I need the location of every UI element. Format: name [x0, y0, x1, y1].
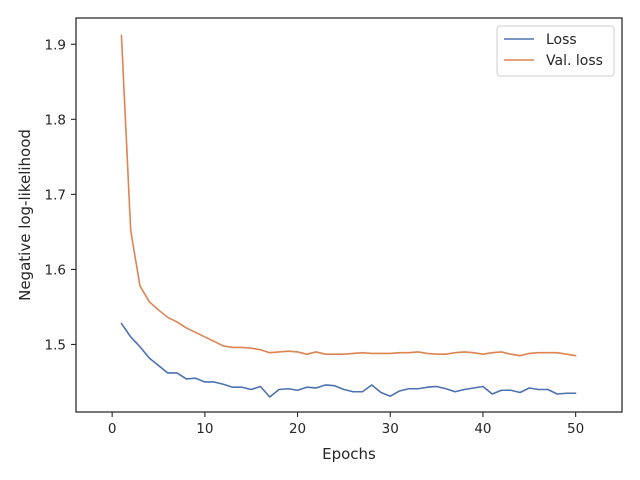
series-layer: [120, 34, 577, 398]
plot-frame: [75, 17, 623, 413]
legend-label-loss: Loss: [546, 32, 577, 48]
x-tick-label: 30: [382, 421, 399, 437]
series-line-val-loss: [120, 34, 577, 357]
x-tick-label: 40: [474, 421, 491, 437]
y-tick-label: 1.5: [45, 337, 66, 353]
x-axis: 0 10 20 30 40 50: [108, 412, 584, 437]
y-tick-label: 1.7: [45, 187, 66, 203]
y-tick-label: 1.9: [45, 37, 66, 53]
x-tick-label: 10: [196, 421, 213, 437]
y-axis: 1.5 1.6 1.7 1.8 1.9: [45, 37, 76, 353]
y-tick-label: 1.6: [45, 262, 66, 278]
legend-label-val-loss: Val. loss: [546, 53, 603, 69]
plot-area-background: [76, 18, 622, 412]
x-tick-label: 0: [108, 421, 117, 437]
series-line-loss: [120, 322, 577, 398]
y-axis-label: Negative log-likelihood: [16, 129, 34, 301]
x-tick-label: 20: [289, 421, 306, 437]
y-tick-label: 1.8: [45, 112, 66, 128]
x-tick-label: 50: [567, 421, 584, 437]
x-axis-label: Epochs: [322, 445, 376, 463]
legend: Loss Val. loss: [496, 25, 615, 77]
